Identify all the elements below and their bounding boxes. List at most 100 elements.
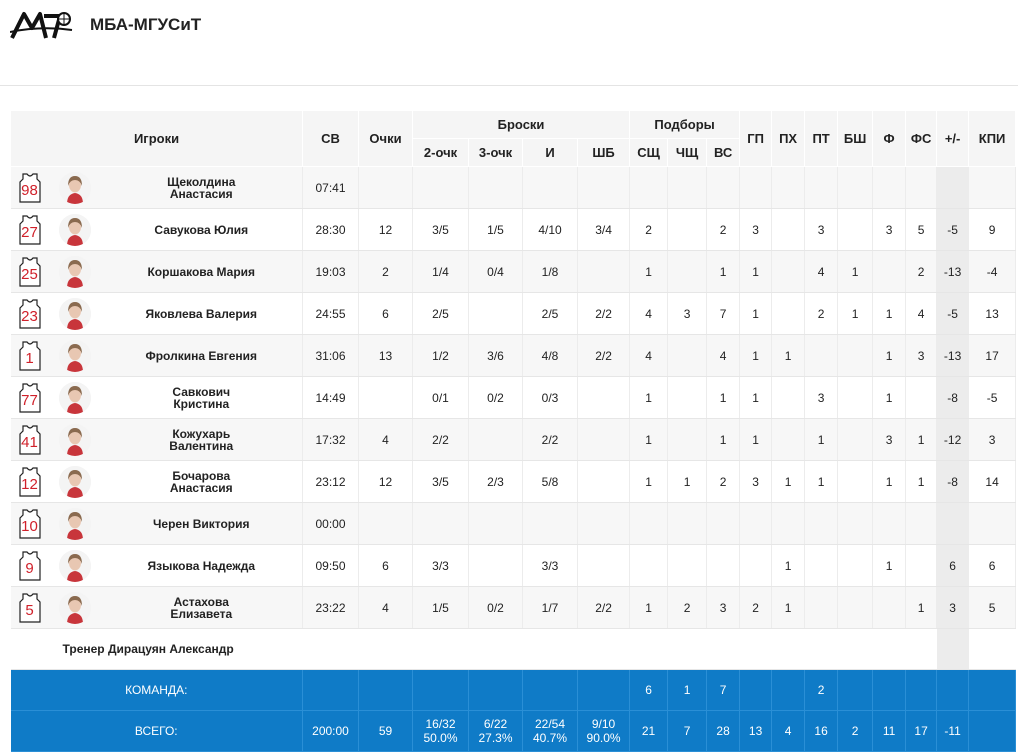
stat-shb: 2/2 <box>577 586 631 629</box>
stat-off-reb <box>667 502 708 545</box>
stat-pt: 1 <box>804 418 839 461</box>
player-avatar[interactable] <box>58 381 91 414</box>
header-two-pt[interactable]: 2-очк <box>412 138 470 167</box>
stat-shb <box>577 250 631 293</box>
stat-total-reb <box>706 544 741 587</box>
stat-bsh <box>837 166 874 209</box>
player-name[interactable]: Савукова Юлия <box>100 208 304 251</box>
player-avatar[interactable] <box>58 507 91 540</box>
stat-time: 23:22 <box>302 586 360 629</box>
stat-total-reb: 1 <box>706 418 741 461</box>
header-ft[interactable]: И <box>522 138 579 167</box>
header-points[interactable]: Очки <box>358 110 414 167</box>
stat-def-reb: 4 <box>629 292 669 335</box>
player-avatar[interactable] <box>58 297 91 330</box>
jersey-cell: 25 <box>10 250 49 293</box>
stat-ph <box>771 502 806 545</box>
team-pt: 2 <box>804 669 839 711</box>
player-avatar[interactable] <box>58 549 91 582</box>
jersey-icon: 9 <box>18 550 42 581</box>
header-fs[interactable]: ФС <box>905 110 938 167</box>
stat-ph <box>771 208 806 251</box>
photo-cell <box>48 376 101 419</box>
total-fs: 17 <box>905 710 938 752</box>
jersey-icon: 12 <box>18 466 42 497</box>
stat-time: 00:00 <box>302 502 360 545</box>
player-name[interactable]: Астахова Елизавета <box>100 586 304 629</box>
header-plus-minus[interactable]: +/- <box>936 110 970 167</box>
player-name[interactable]: Щеколдина Анастасия <box>100 166 304 209</box>
header-shb[interactable]: ШБ <box>577 138 631 167</box>
jersey-number: 25 <box>21 265 38 283</box>
jersey-icon: 25 <box>18 256 42 287</box>
header-ph[interactable]: ПХ <box>771 110 806 167</box>
page-header: МБА-МГУСиТ <box>0 0 1018 86</box>
stat-f: 1 <box>872 460 907 503</box>
player-row: 25 Коршакова Мария 19:03 2 1/4 0/4 1/8 1 1 1 4 1 2 -1… <box>10 250 1017 293</box>
jersey-cell: 41 <box>10 418 49 461</box>
stat-ph <box>771 250 806 293</box>
stat-shb <box>577 166 631 209</box>
stat-two-pt: 0/1 <box>412 376 470 419</box>
player-avatar[interactable] <box>58 465 91 498</box>
player-name[interactable]: Бочарова Анастасия <box>100 460 304 503</box>
header-f[interactable]: Ф <box>872 110 907 167</box>
header-kpi[interactable]: КПИ <box>968 110 1017 167</box>
player-name[interactable]: Языкова Надежда <box>100 544 304 587</box>
jersey-cell: 77 <box>10 376 49 419</box>
stat-three-pt: 1/5 <box>468 208 524 251</box>
stat-ft: 4/8 <box>522 334 579 377</box>
stat-two-pt: 3/5 <box>412 460 470 503</box>
stat-bsh: 1 <box>837 292 874 335</box>
stat-two-pt: 3/5 <box>412 208 470 251</box>
player-name[interactable]: Фролкина Евгения <box>100 334 304 377</box>
stat-three-pt <box>468 502 524 545</box>
total-row: ВСЕГО: 200:00 59 16/32 50.0% 6/22 27.3% 22… <box>10 710 1017 752</box>
player-name[interactable]: Яковлева Валерия <box>100 292 304 335</box>
stat-fs <box>905 166 938 209</box>
stat-pt <box>804 166 839 209</box>
stat-shb <box>577 544 631 587</box>
jersey-number: 23 <box>21 307 38 325</box>
stat-total-reb: 2 <box>706 460 741 503</box>
stat-ph: 1 <box>771 544 806 587</box>
player-avatar[interactable] <box>58 213 91 246</box>
stat-gp: 1 <box>739 250 773 293</box>
stat-fs: 4 <box>905 292 938 335</box>
player-row: 77 Савкович Кристина 14:49 0/1 0/2 0/3 1 1 1 3 1 -8… <box>10 376 1017 419</box>
stat-plus-minus: -8 <box>936 460 970 503</box>
player-name[interactable]: Кожухарь Валентина <box>100 418 304 461</box>
player-avatar[interactable] <box>58 171 91 204</box>
header-gp[interactable]: ГП <box>739 110 773 167</box>
stat-gp: 2 <box>739 586 773 629</box>
stat-pt: 3 <box>804 376 839 419</box>
player-avatar[interactable] <box>58 591 91 624</box>
stat-shb <box>577 376 631 419</box>
player-name[interactable]: Коршакова Мария <box>100 250 304 293</box>
player-name[interactable]: Савкович Кристина <box>100 376 304 419</box>
total-plus-minus: -11 <box>936 710 970 752</box>
header-three-pt[interactable]: 3-очк <box>468 138 524 167</box>
header-bsh[interactable]: БШ <box>837 110 874 167</box>
header-total-reb[interactable]: ВС <box>706 138 741 167</box>
stat-time: 23:12 <box>302 460 360 503</box>
header-players[interactable]: Игроки <box>9 110 304 167</box>
header-sv[interactable]: СВ <box>302 110 360 167</box>
stat-bsh: 1 <box>837 250 874 293</box>
team-total-reb: 7 <box>706 669 741 711</box>
mba-logo-icon[interactable] <box>9 8 74 42</box>
stat-points: 12 <box>358 208 414 251</box>
header-def-reb[interactable]: СЩ <box>629 138 669 167</box>
jersey-cell: 12 <box>10 460 49 503</box>
stat-gp: 1 <box>739 334 773 377</box>
stat-total-reb: 4 <box>706 334 741 377</box>
header-off-reb[interactable]: ЧЩ <box>667 138 708 167</box>
stat-ph: 1 <box>771 334 806 377</box>
stat-kpi: -4 <box>968 250 1017 293</box>
stat-ft: 2/2 <box>522 418 579 461</box>
player-name[interactable]: Черен Виктория <box>100 502 304 545</box>
header-pt[interactable]: ПТ <box>804 110 839 167</box>
player-avatar[interactable] <box>58 339 91 372</box>
player-avatar[interactable] <box>58 255 91 288</box>
player-avatar[interactable] <box>58 423 91 456</box>
